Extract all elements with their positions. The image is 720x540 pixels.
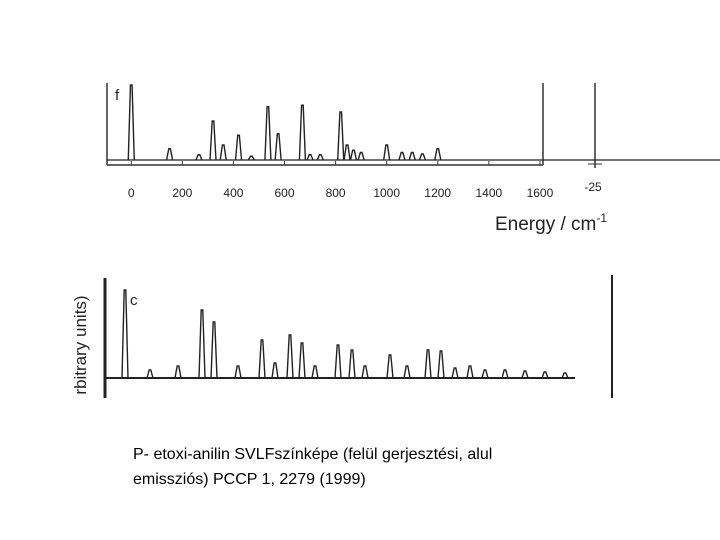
peak [258,339,266,379]
peak [361,365,369,379]
peak [306,154,314,161]
peak [357,151,365,161]
peak [298,104,307,161]
peak [165,148,174,161]
peak [437,350,445,379]
peak [541,371,549,379]
panel-label: f [115,87,120,104]
peak [219,144,227,161]
x-tick-label: 1400 [475,186,502,200]
x-tick-label: 600 [275,186,295,200]
peak [274,133,282,161]
peak [286,334,294,379]
peak [247,155,255,161]
peak [264,106,272,161]
peak [349,149,358,161]
peak [210,321,218,379]
x-tick-label: 0 [128,186,135,200]
peak [337,111,345,161]
peak [418,153,427,161]
y-axis-label: rbitrary units) [71,295,90,394]
peak [408,151,416,161]
peak [195,154,203,161]
peak [234,134,243,161]
peak [209,120,217,161]
peak [174,365,182,379]
peak [298,342,306,379]
peak [146,369,154,379]
peak [334,344,342,379]
panel-label: c [130,292,138,309]
peak [343,144,351,161]
peak [127,84,135,161]
peak [386,354,394,379]
caption-line: emissziós) PCCP 1, 2279 (1999) [133,471,366,488]
peak [121,289,129,379]
x-tick-label: -25 [584,180,602,194]
peak [403,365,411,379]
peak [451,367,459,379]
peak [466,365,474,379]
peak [398,151,406,161]
peak [521,370,529,379]
x-axis-label: Energy / cm-1 [495,211,607,235]
figure: f 0 200 400 600 800 1000 1200 1400 1600 -25 Energy … [71,83,720,398]
peak [271,362,279,379]
x-tick-label: 1000 [373,186,400,200]
peak [234,365,242,379]
peak [481,369,489,379]
peak [348,349,356,379]
peak [311,365,319,379]
x-tick-label: 1200 [424,186,451,200]
peak [382,144,391,161]
peak [561,372,569,379]
x-tick-label: 1600 [527,186,554,200]
peak [198,309,206,379]
peak [316,154,324,161]
peak [501,369,509,379]
caption-line: P- etoxi-anilin SVLFszínképe (felül gerj… [133,446,493,463]
x-axis-label-text: Energy / cm [495,214,596,235]
peak [424,349,432,379]
x-tick-label: 200 [172,186,192,200]
peak [434,148,442,161]
x-tick-label: 800 [326,186,346,200]
x-tick-label: 400 [223,186,243,200]
x-axis-label-exponent: -1 [596,211,607,225]
